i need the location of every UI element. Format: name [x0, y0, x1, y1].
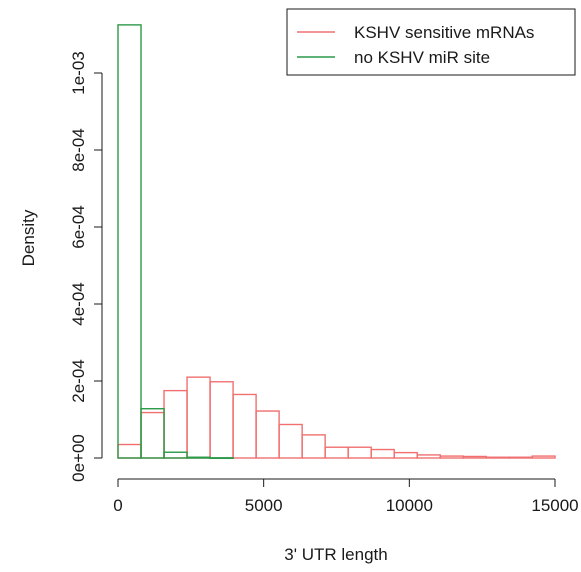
- x-axis: 0 5000 10000 15000: [113, 478, 579, 515]
- x-tick-label-2: 10000: [386, 496, 433, 515]
- x-tick-label-3: 15000: [531, 496, 578, 515]
- x-tick-label-1: 5000: [245, 496, 283, 515]
- kshv-sensitive-bar-2: [163, 389, 188, 459]
- kshv-sensitive-bar-0: [117, 443, 142, 459]
- kshv-sensitive-bar-1: [140, 411, 165, 459]
- kshv-sensitive-bar-6: [255, 410, 280, 459]
- y-tick-label-0: 0e+00: [69, 434, 88, 482]
- kshv-sensitive-bar-13: [416, 454, 441, 459]
- no-mir-site-bar-2: [163, 451, 188, 459]
- kshv-sensitive-bar-8: [301, 434, 326, 459]
- kshv-sensitive-bar-16: [485, 456, 510, 459]
- y-tick-label-3: 6e-04: [69, 205, 88, 248]
- legend-label-no-mir-site: no KSHV miR site: [354, 48, 490, 67]
- kshv-sensitive-bar-10: [347, 446, 372, 459]
- y-axis-title: Density: [19, 209, 38, 266]
- y-tick-label-4: 8e-04: [69, 128, 88, 171]
- no-mir-site-bar-3: [186, 456, 211, 459]
- histogram-bars: [117, 24, 556, 460]
- no-mir-site-bar-4: [209, 457, 234, 460]
- kshv-sensitive-bar-18: [531, 455, 556, 459]
- x-axis-title: 3' UTR length: [284, 545, 387, 564]
- kshv-sensitive-bar-14: [439, 455, 464, 459]
- kshv-sensitive-bar-4: [209, 381, 234, 459]
- legend-label-kshv-sensitive: KSHV sensitive mRNAs: [354, 23, 534, 42]
- kshv-sensitive-bar-9: [324, 446, 349, 459]
- legend: KSHV sensitive mRNAs no KSHV miR site: [286, 8, 576, 76]
- y-tick-label-2: 4e-04: [69, 282, 88, 325]
- y-tick-label-1: 2e-04: [69, 359, 88, 402]
- no-mir-site-bar-0: [117, 24, 142, 459]
- y-tick-label-5: 1e-03: [69, 51, 88, 94]
- legend-box: [286, 8, 576, 76]
- kshv-sensitive-bar-5: [232, 393, 257, 459]
- y-axis: 0e+00 2e-04 4e-04 6e-04 8e-04 1e-03: [69, 51, 103, 482]
- kshv-sensitive-bar-11: [370, 448, 395, 459]
- kshv-sensitive-bar-17: [508, 456, 533, 459]
- x-tick-label-0: 0: [113, 496, 122, 515]
- kshv-sensitive-bar-7: [278, 423, 303, 459]
- kshv-sensitive-bar-3: [186, 376, 211, 459]
- kshv-sensitive-bar-15: [462, 455, 487, 459]
- no-mir-site-bar-1: [140, 408, 165, 459]
- kshv-sensitive-bar-12: [393, 451, 418, 459]
